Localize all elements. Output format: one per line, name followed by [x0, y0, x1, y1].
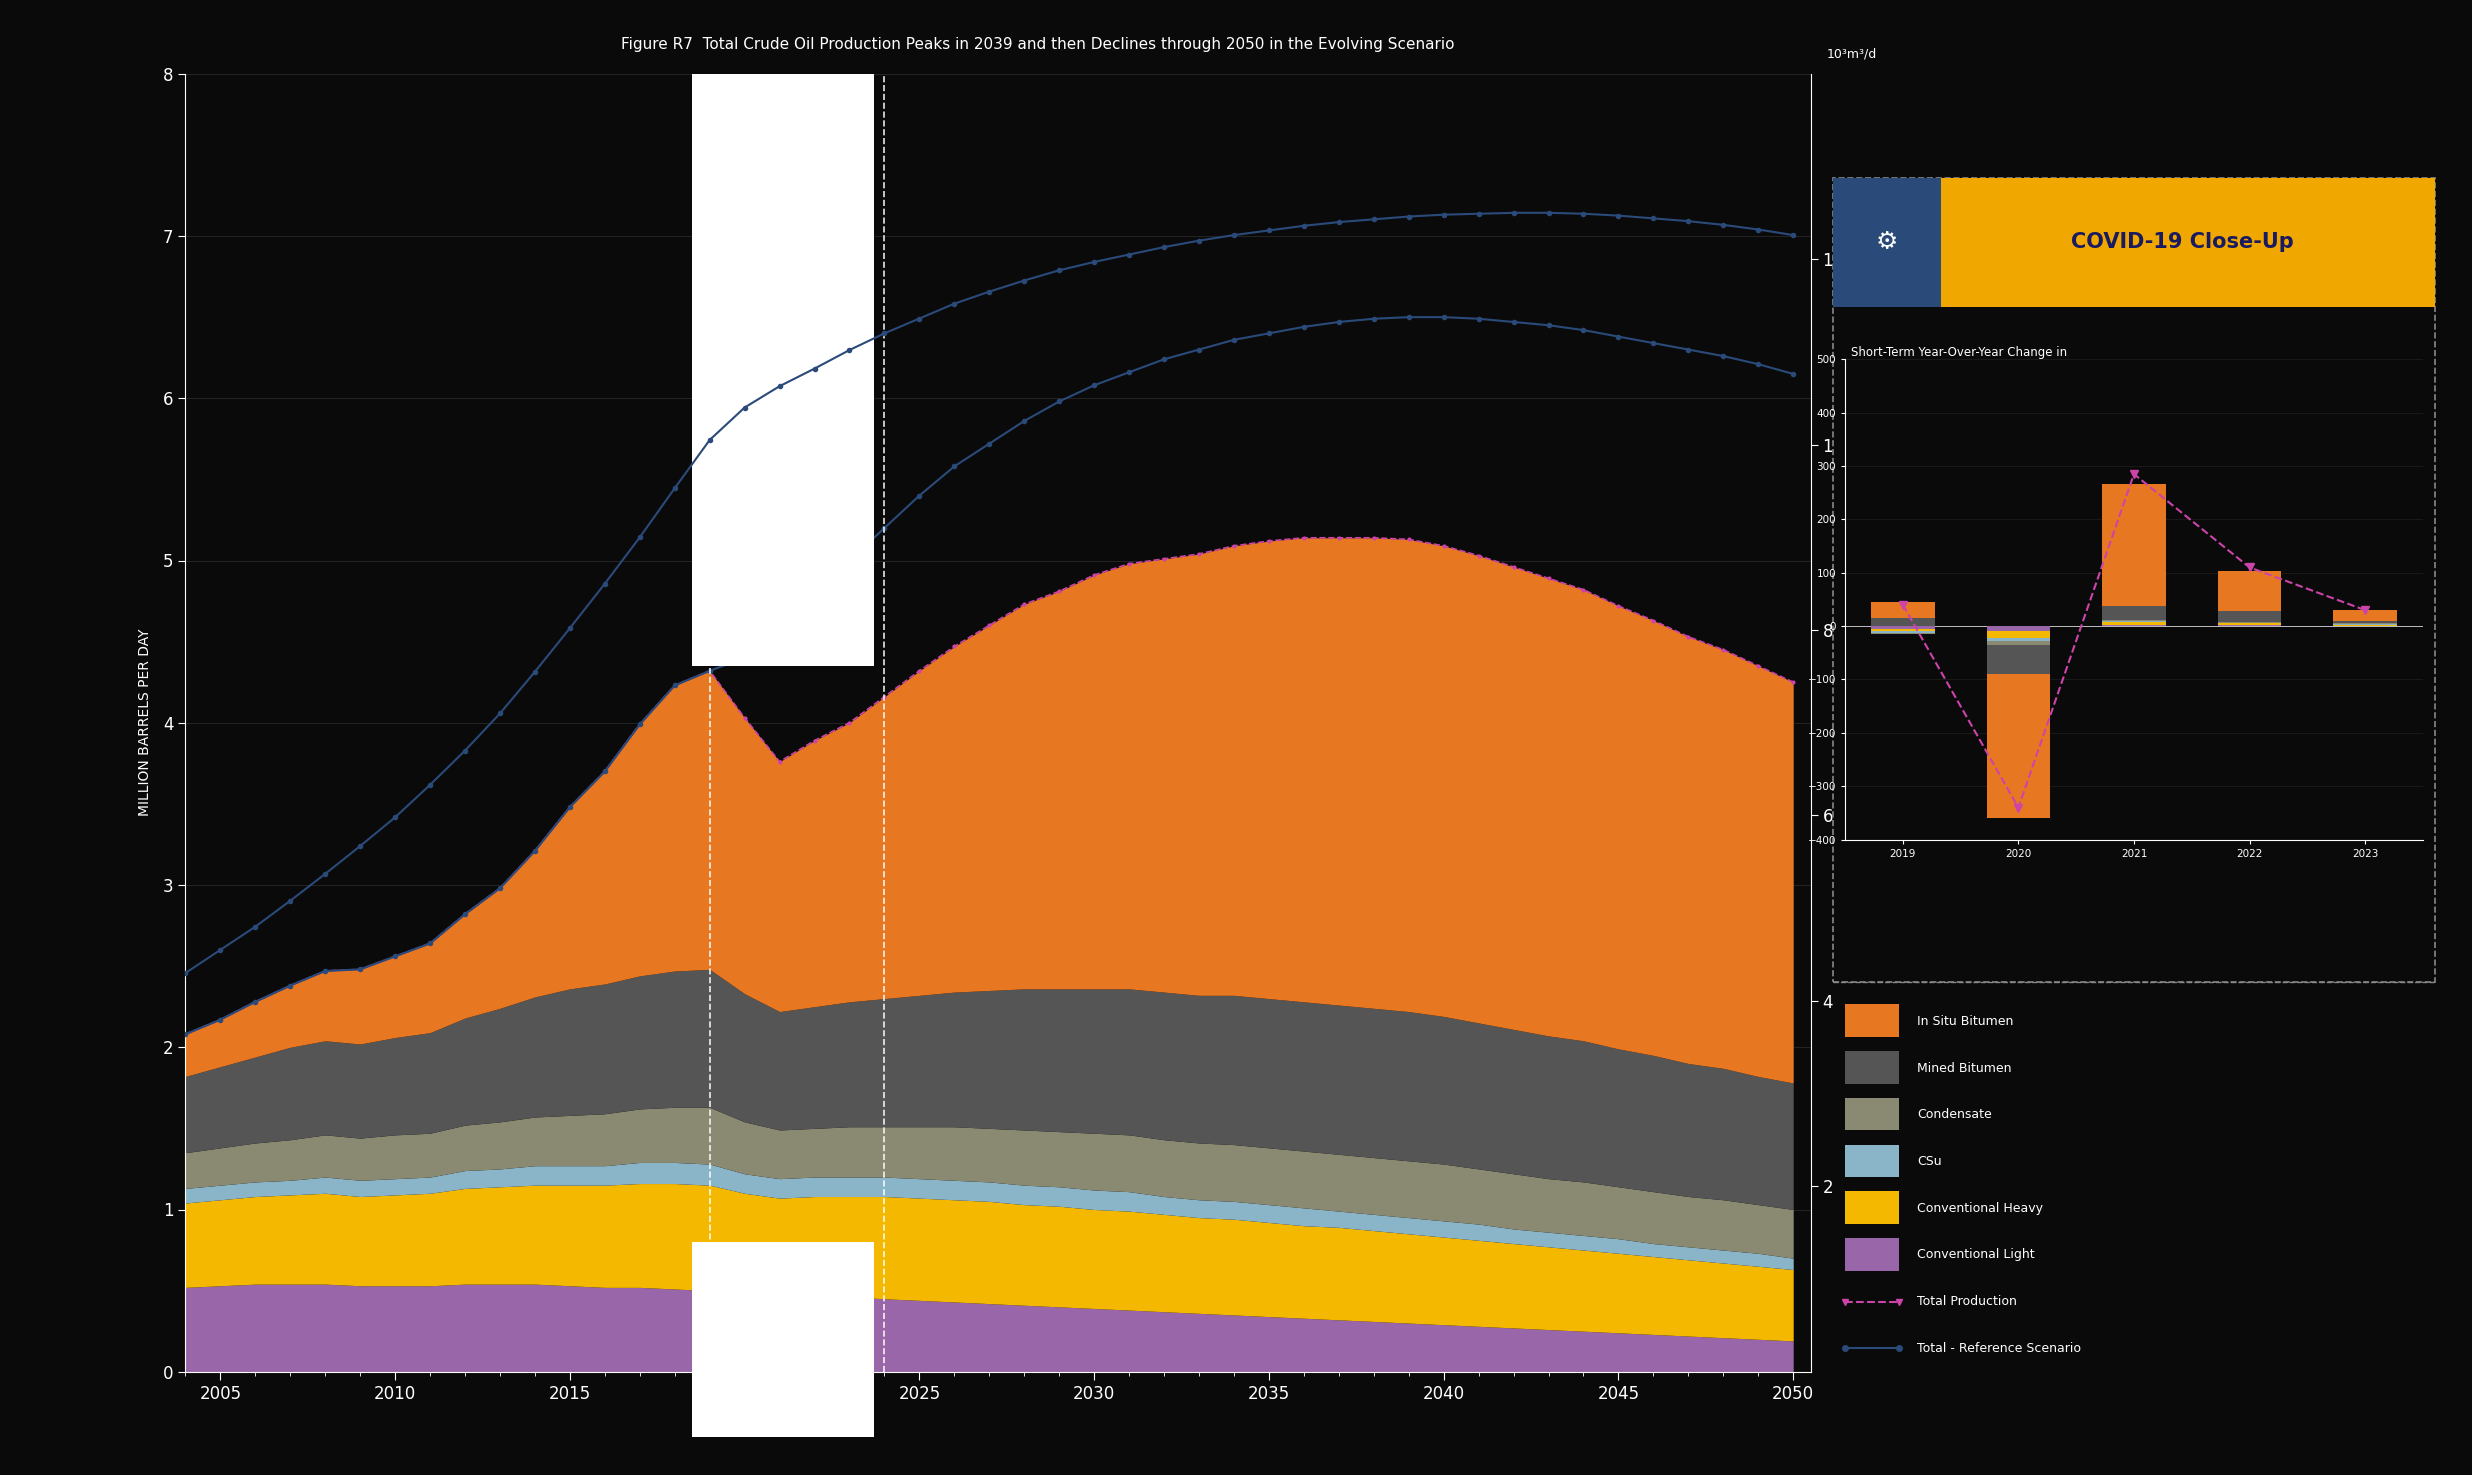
- Text: Mined Bitumen: Mined Bitumen: [1918, 1062, 2012, 1074]
- Text: Condensate: Condensate: [1918, 1108, 1992, 1121]
- FancyBboxPatch shape: [1844, 1238, 1898, 1270]
- Text: Conventional Heavy: Conventional Heavy: [1918, 1202, 2044, 1215]
- Text: Short-Term Year-Over-Year Change in
Production (Mb/d): Short-Term Year-Over-Year Change in Prod…: [1852, 347, 2067, 375]
- FancyBboxPatch shape: [1941, 177, 2435, 307]
- FancyBboxPatch shape: [1844, 1145, 1898, 1177]
- Text: Total - Reference Scenario: Total - Reference Scenario: [1918, 1342, 2081, 1356]
- FancyBboxPatch shape: [1844, 1097, 1898, 1130]
- Bar: [692, 1242, 875, 1437]
- Bar: [1832, 177, 2435, 982]
- FancyBboxPatch shape: [1844, 1004, 1898, 1037]
- Text: Figure R7  Total Crude Oil Production Peaks in 2039 and then Declines through 20: Figure R7 Total Crude Oil Production Pea…: [620, 37, 1456, 52]
- Bar: [692, 58, 875, 665]
- Text: In Situ Bitumen: In Situ Bitumen: [1918, 1015, 2015, 1028]
- FancyBboxPatch shape: [1844, 1052, 1898, 1084]
- Text: Total Production: Total Production: [1918, 1295, 2017, 1308]
- Text: COVID-19 Close-Up: COVID-19 Close-Up: [2072, 233, 2294, 252]
- Y-axis label: MILLION BARRELS PER DAY: MILLION BARRELS PER DAY: [138, 628, 151, 817]
- Text: ⚙: ⚙: [1876, 230, 1898, 255]
- Text: 10³m³/d: 10³m³/d: [1827, 47, 1876, 60]
- FancyBboxPatch shape: [1844, 1192, 1898, 1224]
- Text: CSu: CSu: [1918, 1155, 1943, 1168]
- Text: Conventional Light: Conventional Light: [1918, 1248, 2034, 1261]
- FancyBboxPatch shape: [1832, 177, 1941, 307]
